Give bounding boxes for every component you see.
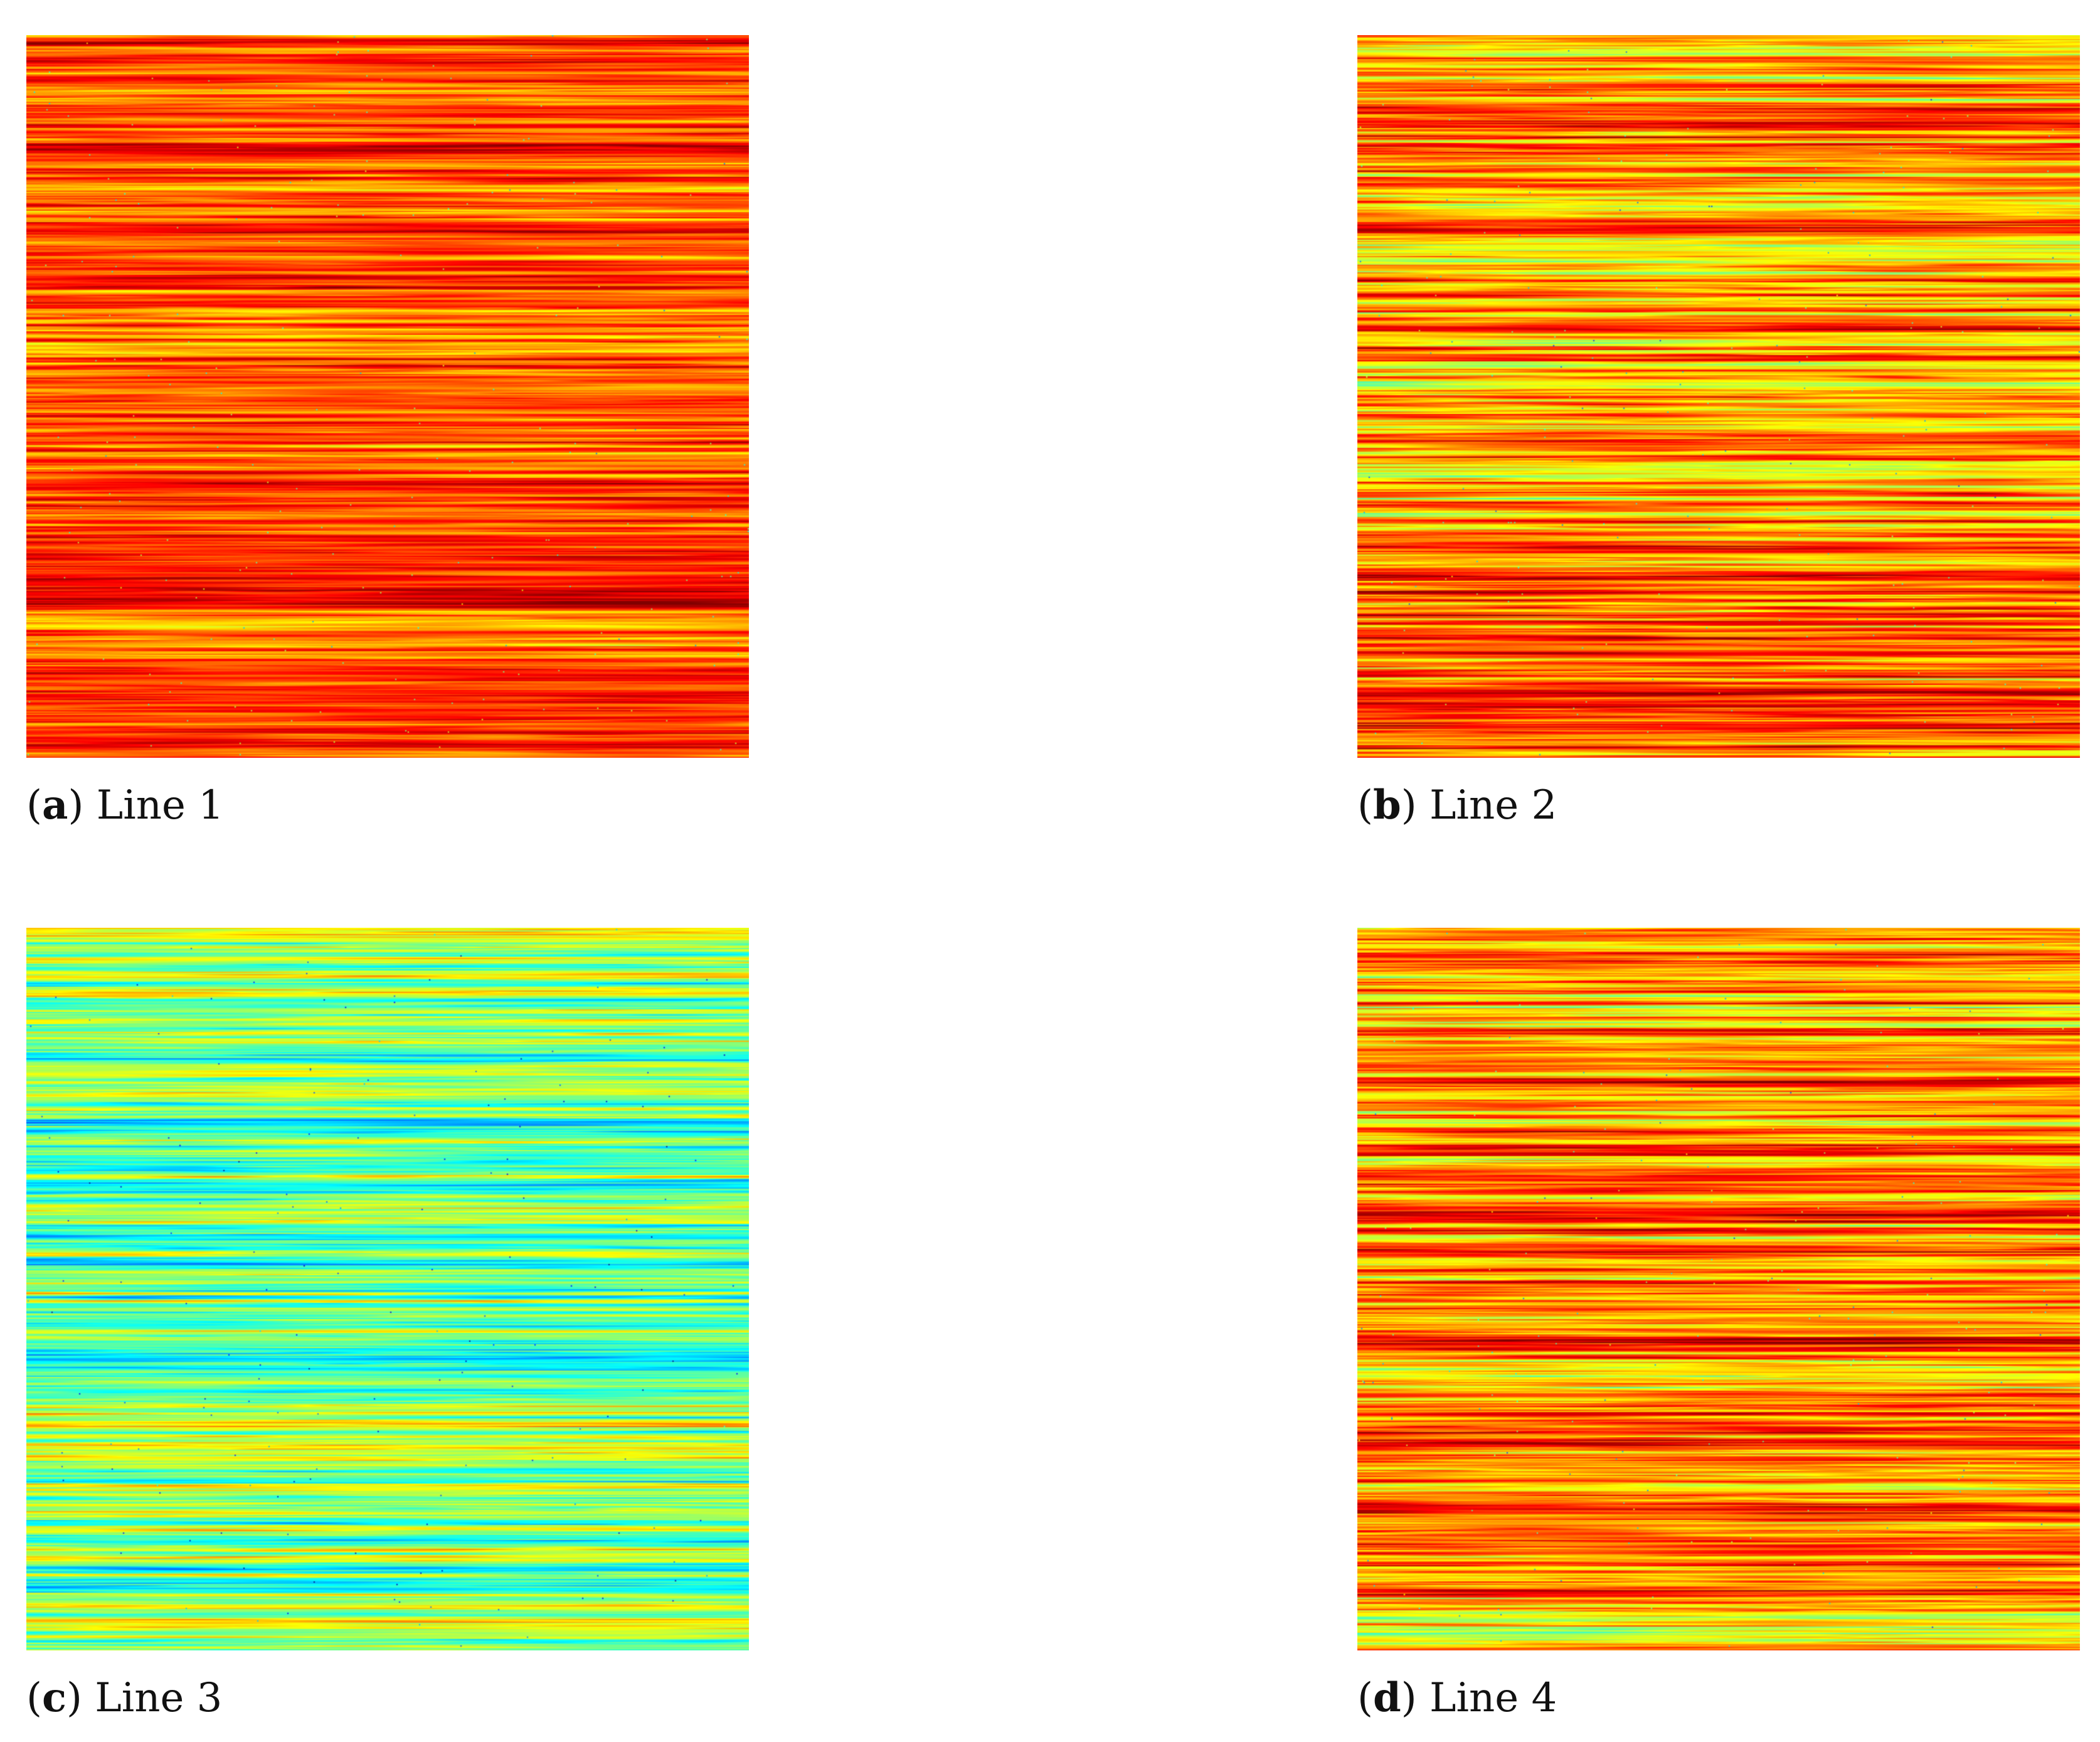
heatmap-panel-d: (d) Line 4 (1357, 928, 2080, 1721)
caption-c: (c) Line 3 (26, 1674, 223, 1721)
caption-d: (d) Line 4 (1357, 1674, 1557, 1721)
caption-title-b: Line 2 (1429, 782, 1557, 829)
caption-letter-b: b (1372, 782, 1401, 829)
caption-title-c: Line 3 (95, 1675, 223, 1721)
heatmap-image-c (26, 928, 749, 1650)
heatmap-panel-a: (a) Line 1 (26, 35, 749, 829)
caption-letter-a: a (41, 782, 68, 829)
heatmap-image-a (26, 35, 749, 758)
heatmap-image-b (1357, 35, 2080, 758)
heatmap-image-d (1357, 928, 2080, 1650)
heatmap-panel-c: (c) Line 3 (26, 928, 749, 1721)
caption-b: (b) Line 2 (1357, 782, 1557, 829)
caption-a: (a) Line 1 (26, 782, 224, 829)
caption-title-d: Line 4 (1429, 1675, 1557, 1721)
caption-title-a: Line 1 (96, 782, 224, 829)
caption-letter-d: d (1372, 1674, 1401, 1721)
caption-letter-c: c (41, 1674, 66, 1721)
heatmap-panel-b: (b) Line 2 (1357, 35, 2080, 829)
